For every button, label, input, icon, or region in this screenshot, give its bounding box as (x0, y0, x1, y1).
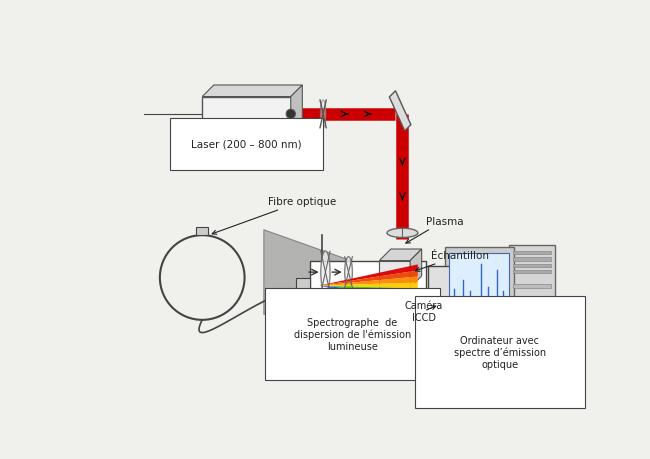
Text: Plasma: Plasma (406, 216, 463, 244)
Polygon shape (291, 86, 302, 132)
Polygon shape (380, 250, 422, 261)
FancyBboxPatch shape (509, 246, 555, 323)
Text: Ordinateur avec
spectre d’émission
optique: Ordinateur avec spectre d’émission optiq… (454, 336, 546, 369)
FancyBboxPatch shape (513, 252, 551, 255)
Polygon shape (264, 230, 384, 315)
Ellipse shape (321, 252, 330, 294)
FancyBboxPatch shape (445, 247, 514, 308)
Text: Échantillon: Échantillon (415, 251, 489, 272)
Polygon shape (319, 277, 418, 286)
Ellipse shape (464, 315, 495, 325)
FancyBboxPatch shape (513, 270, 551, 273)
Circle shape (530, 301, 543, 313)
Polygon shape (319, 265, 418, 286)
FancyBboxPatch shape (513, 284, 551, 289)
Polygon shape (202, 86, 302, 97)
Text: Laser (200 – 800 nm): Laser (200 – 800 nm) (191, 140, 302, 150)
Text: Spectrographe  de
dispersion de l'émission
lumineuse: Spectrographe de dispersion de l'émissio… (294, 317, 411, 351)
Polygon shape (455, 270, 489, 301)
Circle shape (286, 110, 295, 119)
Polygon shape (319, 286, 418, 307)
Polygon shape (319, 286, 418, 301)
Text: Fibre optique: Fibre optique (212, 197, 336, 235)
Circle shape (532, 303, 540, 311)
Polygon shape (389, 92, 411, 132)
Ellipse shape (344, 257, 352, 288)
Polygon shape (410, 250, 422, 288)
FancyBboxPatch shape (449, 253, 510, 301)
FancyBboxPatch shape (202, 97, 291, 132)
FancyBboxPatch shape (428, 266, 451, 305)
Ellipse shape (320, 101, 326, 129)
FancyBboxPatch shape (296, 278, 310, 294)
Polygon shape (319, 286, 418, 295)
Text: Caméra
ICCD: Caméra ICCD (405, 301, 443, 322)
FancyBboxPatch shape (513, 258, 551, 261)
Polygon shape (319, 271, 418, 286)
FancyBboxPatch shape (473, 308, 486, 320)
Polygon shape (380, 261, 410, 288)
FancyBboxPatch shape (196, 228, 209, 235)
FancyBboxPatch shape (310, 261, 426, 311)
FancyBboxPatch shape (513, 264, 551, 267)
Polygon shape (319, 283, 418, 289)
Ellipse shape (387, 229, 418, 238)
